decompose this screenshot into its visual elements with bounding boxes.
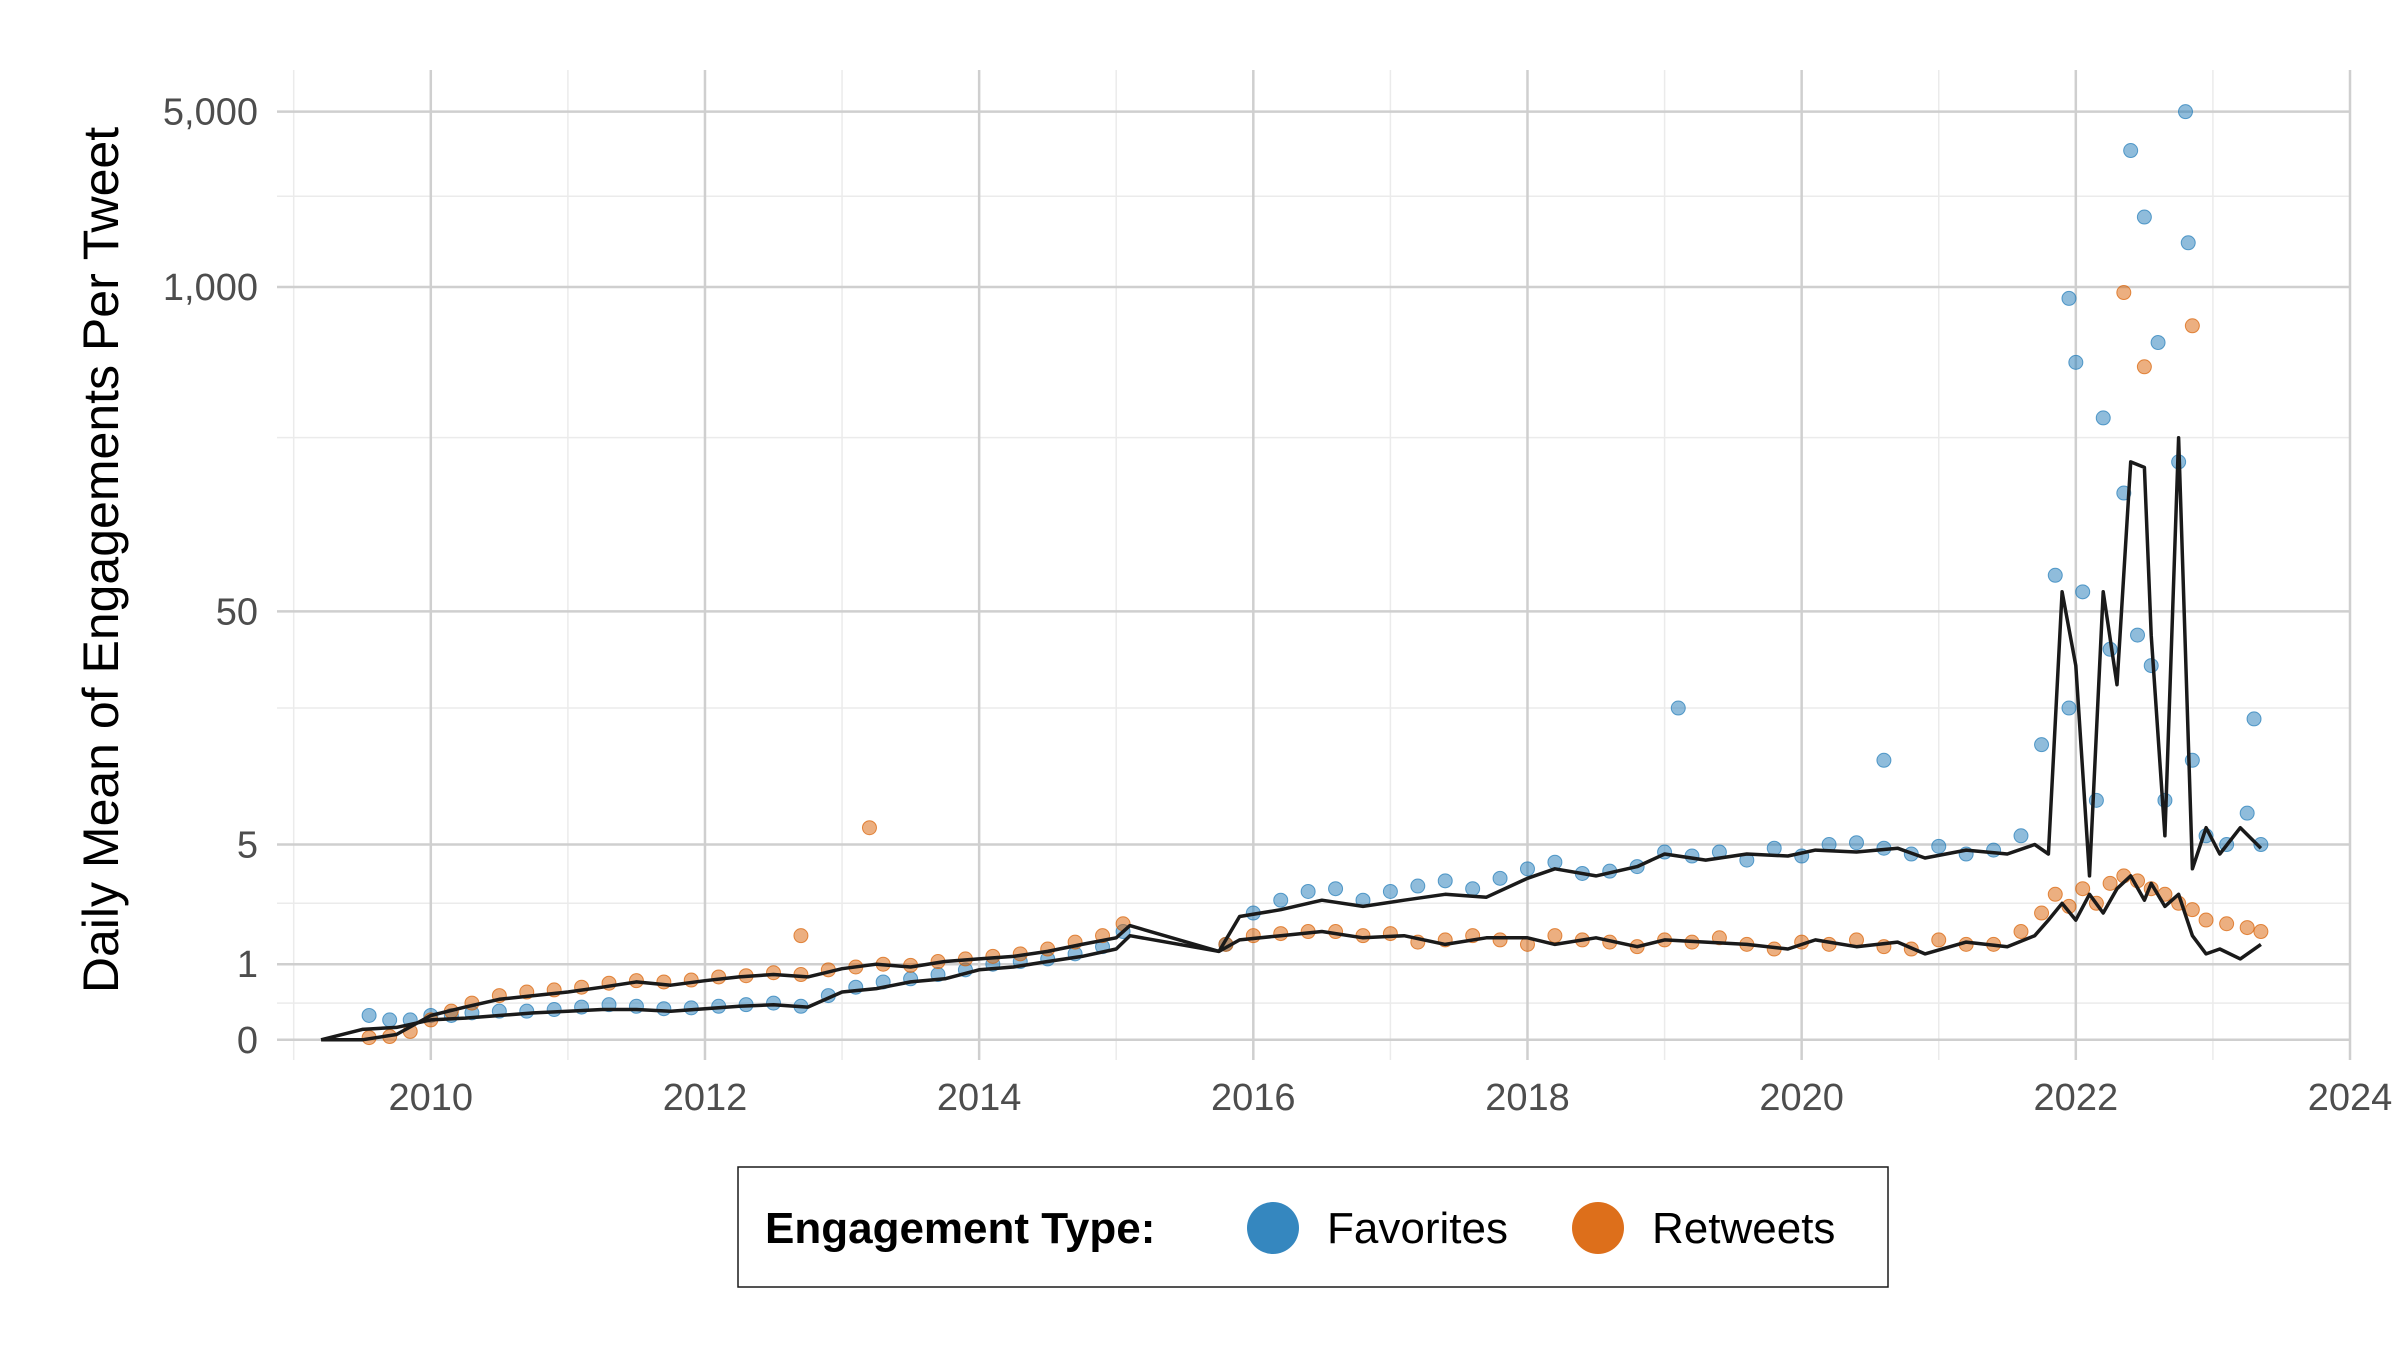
point-favorites: [1300, 883, 1316, 899]
legend-label-retweets: Retweets: [1652, 1204, 1835, 1253]
y-axis-title: Daily Mean of Engagements Per Tweet: [73, 127, 129, 993]
x-tick-label: 2010: [389, 1077, 474, 1119]
major-gridlines: [277, 70, 2352, 1060]
point-retweets: [766, 965, 782, 981]
legend-title: Engagement Type:: [765, 1204, 1155, 1253]
point-favorites: [2068, 354, 2084, 370]
point-favorites: [1328, 881, 1344, 897]
point-favorites: [1670, 700, 1686, 716]
point-favorites: [2123, 143, 2139, 159]
point-favorites: [2253, 837, 2269, 853]
x-tick-label: 2012: [663, 1077, 748, 1119]
point-favorites: [1382, 883, 1398, 899]
x-tick-label: 2014: [937, 1077, 1022, 1119]
point-favorites: [2061, 290, 2077, 306]
x-tick-label: 2024: [2308, 1077, 2393, 1119]
point-retweets: [2239, 920, 2255, 936]
x-tick-label: 2022: [2034, 1077, 2119, 1119]
point-retweets: [656, 974, 672, 990]
point-favorites: [1876, 752, 1892, 768]
point-favorites: [2130, 627, 2146, 643]
point-favorites: [2061, 700, 2077, 716]
point-retweets: [2253, 924, 2269, 940]
point-retweets: [2198, 912, 2214, 928]
point-favorites: [1766, 840, 1782, 856]
point-favorites: [2095, 410, 2111, 426]
y-tick-label: 5: [237, 825, 258, 867]
x-tick-label: 2020: [1759, 1077, 1844, 1119]
point-favorites: [2177, 104, 2193, 120]
point-retweets: [793, 928, 809, 944]
point-favorites: [361, 1007, 377, 1023]
point-favorites: [1273, 892, 1289, 908]
point-retweets: [2102, 875, 2118, 891]
point-favorites: [1931, 838, 1947, 854]
y-tick-label: 1,000: [163, 267, 258, 309]
point-retweets: [2034, 905, 2050, 921]
point-favorites: [2034, 737, 2050, 753]
point-favorites: [2136, 209, 2152, 225]
x-tick-label: 2018: [1485, 1077, 1570, 1119]
point-favorites: [382, 1012, 398, 1028]
point-retweets: [861, 820, 877, 836]
point-favorites: [1848, 835, 1864, 851]
point-retweets: [1382, 926, 1398, 942]
legend-key-retweets: [1572, 1202, 1624, 1254]
point-favorites: [2246, 711, 2262, 727]
trend-line-retweets: [321, 874, 2262, 1042]
point-favorites: [546, 1002, 562, 1018]
legend-box: [737, 1166, 1889, 1288]
trend-lines: [320, 435, 2263, 1042]
point-favorites: [2047, 567, 2063, 583]
point-favorites: [1410, 878, 1426, 894]
point-favorites: [519, 1003, 535, 1019]
point-retweets: [2047, 886, 2063, 902]
point-favorites: [1519, 861, 1535, 877]
point-retweets: [2013, 924, 2029, 940]
point-retweets: [1492, 932, 1508, 948]
point-favorites: [1465, 881, 1481, 897]
point-favorites: [1492, 870, 1508, 886]
point-retweets: [2116, 285, 2132, 301]
point-retweets: [1931, 932, 1947, 948]
point-favorites: [2180, 235, 2196, 251]
legend: Engagement Type: Favorites Retweets: [737, 1166, 1889, 1288]
y-tick-label: 50: [216, 591, 258, 633]
y-tick-label: 5,000: [163, 92, 258, 134]
y-tick-label: 1: [237, 944, 258, 986]
point-favorites: [656, 1001, 672, 1017]
legend-key-favorites: [1247, 1202, 1299, 1254]
minor-gridlines: [277, 70, 2350, 1060]
point-favorites: [2239, 805, 2255, 821]
y-tick-label: 0: [237, 1020, 258, 1062]
trend-line-favorites: [320, 435, 2263, 1042]
point-favorites: [1986, 842, 2002, 858]
point-retweets: [2184, 318, 2200, 334]
point-retweets: [2184, 902, 2200, 918]
point-retweets: [2075, 881, 2091, 897]
point-retweets: [2219, 916, 2235, 932]
legend-label-favorites: Favorites: [1327, 1204, 1508, 1253]
point-retweets: [1547, 928, 1563, 944]
x-axis-ticks: 2010 2012 2014 2016 2018 2020 2022 2024: [389, 1077, 2393, 1119]
x-tick-label: 2016: [1211, 1077, 1296, 1119]
point-favorites: [2075, 584, 2091, 600]
point-favorites: [1437, 873, 1453, 889]
point-retweets: [2136, 359, 2152, 375]
point-favorites: [2150, 335, 2166, 351]
y-axis-ticks: 0 1 5 50 1,000 5,000: [163, 92, 258, 1062]
point-retweets: [683, 972, 699, 988]
point-favorites: [2013, 828, 2029, 844]
